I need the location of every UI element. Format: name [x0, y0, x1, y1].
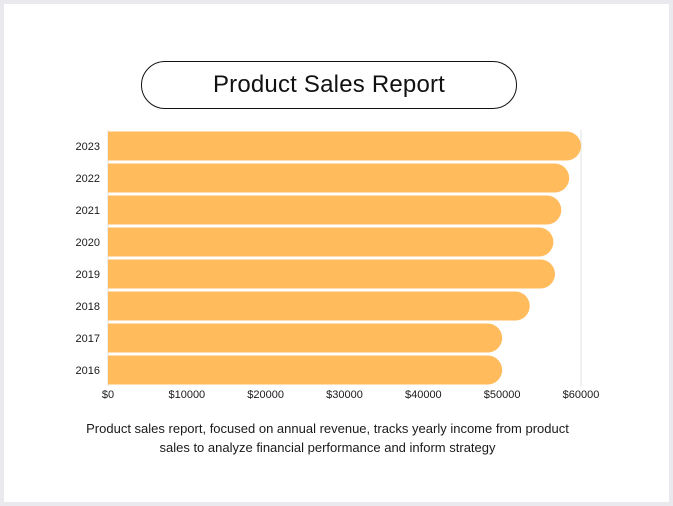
x-tick-label: $30000: [326, 389, 363, 401]
y-tick-label: 2021: [76, 205, 100, 217]
bar-2018: [108, 291, 530, 321]
bar-2020: [108, 227, 554, 257]
x-tick-label: $40000: [405, 389, 442, 401]
chart-title: Product Sales Report: [212, 71, 446, 98]
bar-2023: [108, 131, 581, 161]
x-tick-label: $20000: [247, 389, 284, 401]
x-tick-label: $60000: [563, 389, 600, 401]
y-tick-label: 2022: [76, 173, 100, 185]
bar-2021: [108, 195, 562, 225]
chart-caption: Product sales report, focused on annual …: [86, 421, 569, 455]
bar-2019: [108, 259, 555, 289]
bar-2017: [108, 323, 503, 353]
bar-2016: [108, 355, 503, 385]
y-tick-label: 2017: [76, 333, 100, 345]
title-pill: Product Sales Report: [141, 61, 517, 109]
y-tick-label: 2018: [76, 301, 100, 313]
y-tick-label: 2019: [76, 269, 100, 281]
y-tick-label: 2016: [76, 365, 100, 377]
x-tick-label: $50000: [484, 389, 521, 401]
y-tick-label: 2020: [76, 237, 100, 249]
bar-2022: [108, 163, 570, 193]
x-tick-label: $10000: [168, 389, 205, 401]
y-tick-label: 2023: [76, 141, 100, 153]
x-tick-label: $0: [102, 389, 114, 401]
